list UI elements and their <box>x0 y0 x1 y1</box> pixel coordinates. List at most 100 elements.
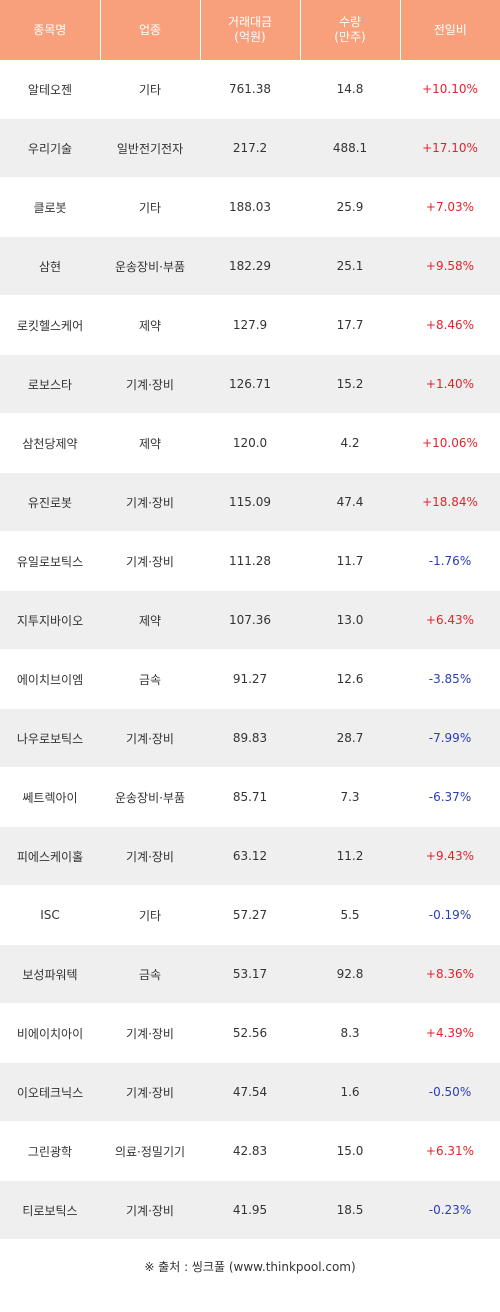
source-note: ※ 출처 : 씽크풀 (www.thinkpool.com) <box>144 1260 356 1274</box>
header-amount-label: 거래대금 <box>227 15 273 29</box>
table-row: 로킷헬스케어 제약 127.9 17.7 +8.46% <box>0 295 500 355</box>
table-header: 종목명 업종 거래대금 (억원) 수량 (만주) 전일비 <box>0 0 500 60</box>
cell-sector: 기계·장비 <box>100 826 200 886</box>
cell-amount: 217.2 <box>200 118 300 178</box>
cell-change: +7.03% <box>400 177 500 237</box>
cell-amount: 115.09 <box>200 472 300 532</box>
header-name: 종목명 <box>0 0 101 60</box>
cell-amount: 47.54 <box>200 1062 300 1122</box>
cell-change: -7.99% <box>400 708 500 768</box>
cell-volume: 488.1 <box>300 118 400 178</box>
cell-name: 보성파워텍 <box>0 944 100 1004</box>
table-row: 나우로보틱스 기계·장비 89.83 28.7 -7.99% <box>0 708 500 768</box>
cell-sector: 기타 <box>100 177 200 237</box>
cell-amount: 53.17 <box>200 944 300 1004</box>
table-row: 에이치브이엠 금속 91.27 12.6 -3.85% <box>0 649 500 709</box>
table-row: 이오테크닉스 기계·장비 47.54 1.6 -0.50% <box>0 1062 500 1122</box>
cell-amount: 52.56 <box>200 1003 300 1063</box>
cell-change: +17.10% <box>400 118 500 178</box>
cell-volume: 8.3 <box>300 1003 400 1063</box>
cell-sector: 운송장비·부품 <box>100 236 200 296</box>
cell-name: 비에이치아이 <box>0 1003 100 1063</box>
cell-change: +6.31% <box>400 1121 500 1181</box>
header-sector: 업종 <box>100 0 201 60</box>
cell-volume: 11.7 <box>300 531 400 591</box>
table-row: 삼현 운송장비·부품 182.29 25.1 +9.58% <box>0 236 500 296</box>
cell-sector: 기계·장비 <box>100 1062 200 1122</box>
cell-change: +8.46% <box>400 295 500 355</box>
cell-name: 피에스케이홀 <box>0 826 100 886</box>
cell-volume: 15.0 <box>300 1121 400 1181</box>
cell-sector: 기타 <box>100 60 200 119</box>
cell-volume: 92.8 <box>300 944 400 1004</box>
table-row: 티로보틱스 기계·장비 41.95 18.5 -0.23% <box>0 1180 500 1240</box>
header-volume-unit: (만주) <box>334 30 366 44</box>
cell-sector: 일반전기전자 <box>100 118 200 178</box>
cell-name: 유일로보틱스 <box>0 531 100 591</box>
cell-change: +9.43% <box>400 826 500 886</box>
stock-table: 종목명 업종 거래대금 (억원) 수량 (만주) 전일비 알테오젠 기타 761.3… <box>0 0 500 1240</box>
cell-volume: 4.2 <box>300 413 400 473</box>
cell-sector: 제약 <box>100 590 200 650</box>
cell-amount: 182.29 <box>200 236 300 296</box>
cell-amount: 120.0 <box>200 413 300 473</box>
cell-amount: 42.83 <box>200 1121 300 1181</box>
cell-volume: 11.2 <box>300 826 400 886</box>
table-row: 지투지바이오 제약 107.36 13.0 +6.43% <box>0 590 500 650</box>
cell-sector: 기타 <box>100 885 200 945</box>
cell-change: +10.10% <box>400 60 500 119</box>
header-volume-label: 수량 <box>338 15 362 29</box>
cell-sector: 기계·장비 <box>100 531 200 591</box>
cell-amount: 91.27 <box>200 649 300 709</box>
cell-volume: 12.6 <box>300 649 400 709</box>
cell-sector: 기계·장비 <box>100 708 200 768</box>
cell-name: 로보스타 <box>0 354 100 414</box>
cell-sector: 기계·장비 <box>100 1180 200 1240</box>
cell-amount: 126.71 <box>200 354 300 414</box>
cell-volume: 5.5 <box>300 885 400 945</box>
cell-amount: 63.12 <box>200 826 300 886</box>
cell-volume: 13.0 <box>300 590 400 650</box>
cell-change: +6.43% <box>400 590 500 650</box>
cell-name: 삼현 <box>0 236 100 296</box>
cell-volume: 14.8 <box>300 60 400 119</box>
header-volume: 수량 (만주) <box>300 0 401 60</box>
cell-change: +8.36% <box>400 944 500 1004</box>
cell-sector: 기계·장비 <box>100 1003 200 1063</box>
cell-amount: 111.28 <box>200 531 300 591</box>
header-amount: 거래대금 (억원) <box>200 0 301 60</box>
cell-amount: 761.38 <box>200 60 300 119</box>
cell-amount: 107.36 <box>200 590 300 650</box>
table-row: 그린광학 의료·정밀기기 42.83 15.0 +6.31% <box>0 1121 500 1181</box>
cell-name: 클로봇 <box>0 177 100 237</box>
cell-change: -1.76% <box>400 531 500 591</box>
table-row: 피에스케이홀 기계·장비 63.12 11.2 +9.43% <box>0 826 500 886</box>
cell-change: +9.58% <box>400 236 500 296</box>
cell-change: +1.40% <box>400 354 500 414</box>
table-row: ISC 기타 57.27 5.5 -0.19% <box>0 885 500 945</box>
table-row: 삼천당제약 제약 120.0 4.2 +10.06% <box>0 413 500 473</box>
cell-name: 나우로보틱스 <box>0 708 100 768</box>
cell-volume: 7.3 <box>300 767 400 827</box>
cell-change: -0.50% <box>400 1062 500 1122</box>
cell-change: -3.85% <box>400 649 500 709</box>
cell-change: -0.23% <box>400 1180 500 1240</box>
cell-name: 쎄트렉아이 <box>0 767 100 827</box>
cell-name: 우리기술 <box>0 118 100 178</box>
cell-volume: 28.7 <box>300 708 400 768</box>
cell-volume: 18.5 <box>300 1180 400 1240</box>
table-row: 알테오젠 기타 761.38 14.8 +10.10% <box>0 60 500 119</box>
cell-name: 지투지바이오 <box>0 590 100 650</box>
cell-sector: 운송장비·부품 <box>100 767 200 827</box>
table-row: 보성파워텍 금속 53.17 92.8 +8.36% <box>0 944 500 1004</box>
header-change: 전일비 <box>400 0 500 60</box>
table-row: 우리기술 일반전기전자 217.2 488.1 +17.10% <box>0 118 500 178</box>
cell-amount: 127.9 <box>200 295 300 355</box>
cell-volume: 25.9 <box>300 177 400 237</box>
table-row: 클로봇 기타 188.03 25.9 +7.03% <box>0 177 500 237</box>
table-row: 유일로보틱스 기계·장비 111.28 11.7 -1.76% <box>0 531 500 591</box>
cell-sector: 금속 <box>100 649 200 709</box>
cell-change: +10.06% <box>400 413 500 473</box>
table-row: 쎄트렉아이 운송장비·부품 85.71 7.3 -6.37% <box>0 767 500 827</box>
